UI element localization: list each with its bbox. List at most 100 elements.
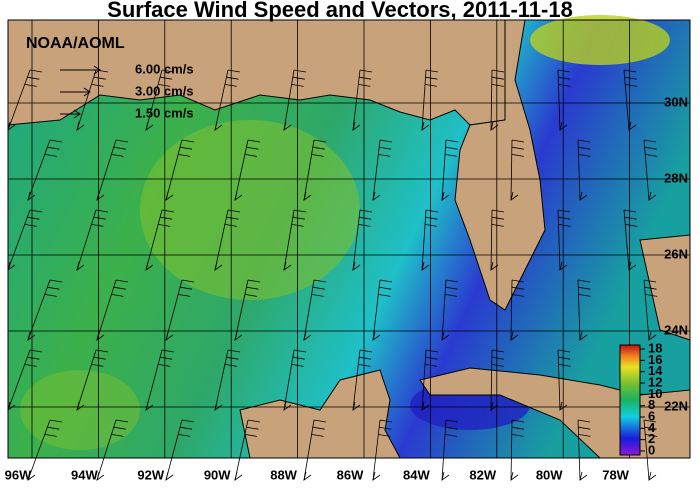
barb-flag (181, 279, 195, 283)
barb-flag (577, 279, 591, 283)
barb-flag (643, 279, 657, 283)
barb-flag (181, 419, 195, 423)
barb-flag (247, 279, 261, 283)
barb-flag (181, 139, 195, 143)
barb-shaft (145, 209, 163, 271)
barb-flag (91, 224, 104, 227)
barb-head (303, 191, 312, 201)
barb-flag (113, 286, 126, 290)
barb-shaft (643, 419, 650, 481)
barb-head (96, 471, 105, 481)
barb-head (214, 121, 223, 131)
lat-label: 22N (664, 398, 688, 413)
barb-flag (47, 286, 60, 290)
barb-flag (645, 434, 658, 437)
barb-flag (445, 286, 458, 290)
colorbar-label: 6 (648, 408, 655, 423)
lat-label: 28N (664, 170, 688, 185)
barb-flag (161, 209, 175, 213)
legend-label: 1.50 cm/s (135, 105, 194, 120)
barb-head (510, 191, 519, 201)
barb-flag (44, 294, 57, 297)
barb-head (96, 331, 105, 341)
barb-shaft (421, 209, 427, 271)
barb-flag (491, 356, 504, 360)
barb-flag (378, 154, 391, 157)
barb-head (27, 191, 36, 201)
barb-head (352, 121, 361, 131)
barb-flag (425, 349, 439, 353)
barb-flag (115, 419, 129, 423)
barb-head (303, 471, 312, 481)
barb-flag (247, 139, 261, 143)
barb-head (283, 121, 292, 131)
barb-head (579, 471, 588, 481)
barb-flag (226, 356, 239, 360)
barb-flag (49, 279, 63, 283)
barb-flag (227, 69, 241, 73)
barb-head (490, 401, 499, 411)
barb-flag (644, 146, 657, 150)
barb-flag (625, 84, 638, 87)
barb-flag (491, 364, 504, 367)
barb-head (559, 261, 568, 271)
barb-flag (313, 139, 327, 143)
barb-flag (44, 434, 57, 437)
barb-flag (27, 216, 40, 220)
barb-flag (313, 419, 327, 423)
barb-shaft (76, 349, 97, 411)
barb-flag (359, 69, 373, 73)
barb-head (372, 191, 381, 201)
barb-flag (645, 294, 658, 297)
barb-shaft (214, 69, 229, 131)
lon-label: 94W (71, 467, 98, 482)
colorbar-label: 4 (648, 420, 656, 435)
barb-flag (511, 139, 525, 143)
barb-flag (178, 294, 191, 297)
barb-head (283, 401, 292, 411)
barb-shaft (510, 419, 513, 481)
barb-flag (623, 209, 637, 213)
barb-shaft (577, 279, 581, 341)
lon-label: 88W (270, 467, 297, 482)
barb-flag (444, 154, 458, 157)
wind-field (530, 15, 670, 65)
barb-flag (91, 364, 104, 367)
barb-flag (111, 154, 124, 157)
barb-flag (312, 146, 325, 150)
barb-flag (425, 356, 438, 360)
barb-flag (557, 69, 571, 73)
barb-flag (246, 426, 259, 430)
barb-flag (359, 356, 372, 360)
barb-flag (111, 294, 124, 297)
legend: 6.00 cm/s 3.00 cm/s 1.50 cm/s (60, 61, 194, 120)
barb-flag (491, 69, 505, 73)
barb-flag (358, 364, 371, 367)
barb-shaft (27, 279, 51, 341)
barb-head (510, 331, 519, 341)
barb-flag (445, 279, 459, 283)
lon-label: 82W (469, 467, 496, 482)
barb-shaft (643, 279, 650, 341)
barb-flag (47, 146, 60, 150)
barb-flag (379, 426, 392, 430)
barb-flag (24, 84, 37, 87)
barb-flag (511, 426, 524, 430)
barb-shaft (234, 139, 249, 201)
barb-flag (557, 209, 571, 213)
barb-flag (246, 286, 259, 290)
barb-head (165, 471, 174, 481)
barb-flag (445, 146, 458, 150)
barb-flag (643, 419, 657, 423)
colorbar-label: 0 (648, 442, 655, 457)
legend-label: 3.00 cm/s (135, 83, 194, 98)
barb-flag (445, 139, 459, 143)
barb-flag (578, 434, 591, 437)
barb-shaft (441, 419, 447, 481)
barb-flag (291, 84, 304, 87)
barb-flag (558, 84, 571, 87)
barb-shaft (441, 279, 447, 341)
barb-head (559, 121, 568, 131)
